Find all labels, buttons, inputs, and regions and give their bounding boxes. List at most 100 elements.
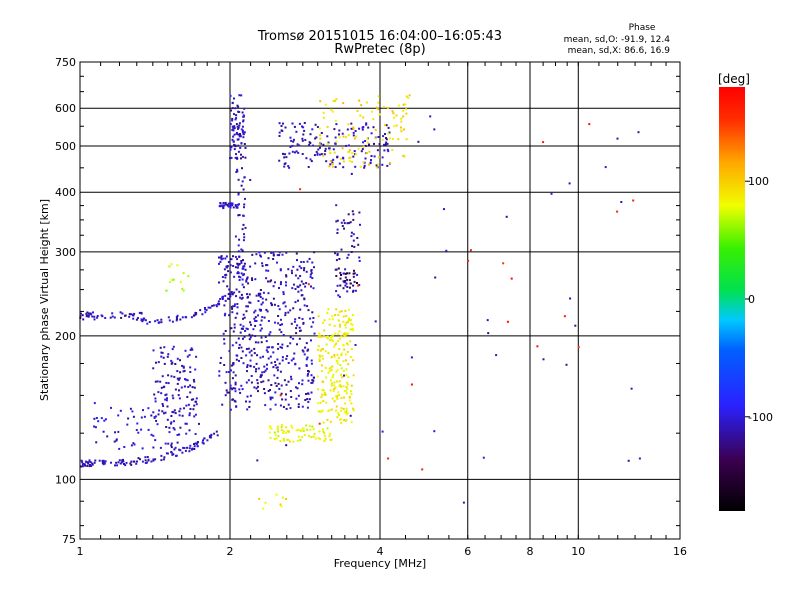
data-point: [243, 203, 246, 206]
data-point: [259, 289, 262, 291]
data-point: [345, 353, 347, 356]
data-point: [340, 409, 343, 412]
data-point: [183, 385, 186, 388]
data-point: [176, 434, 179, 436]
data-point: [342, 102, 345, 105]
data-point: [362, 141, 365, 144]
data-point: [565, 363, 568, 366]
data-point: [319, 153, 321, 156]
data-point: [186, 396, 189, 398]
data-point: [338, 337, 341, 340]
data-point: [83, 463, 86, 466]
data-point: [295, 386, 297, 389]
data-point: [349, 286, 351, 289]
data-point: [241, 327, 244, 330]
data-point: [259, 323, 262, 326]
data-point: [236, 131, 238, 134]
data-point: [378, 113, 381, 116]
data-point: [292, 140, 295, 143]
data-point: [233, 291, 236, 294]
data-point: [328, 370, 331, 372]
data-point: [253, 317, 256, 320]
data-point: [318, 143, 321, 146]
data-point: [337, 340, 339, 342]
data-point: [297, 394, 300, 397]
data-point: [291, 122, 294, 125]
data-point: [167, 316, 170, 319]
data-point: [187, 403, 190, 406]
data-point: [234, 156, 237, 159]
data-point: [159, 446, 162, 449]
data-point: [288, 166, 291, 169]
data-point: [182, 370, 185, 373]
data-point: [358, 260, 361, 262]
data-point: [182, 272, 185, 275]
data-point: [233, 323, 236, 326]
data-point: [249, 321, 252, 324]
data-point: [318, 354, 321, 357]
data-point: [352, 407, 355, 410]
data-point: [407, 96, 410, 99]
data-point: [237, 126, 240, 129]
data-point: [344, 390, 347, 393]
data-point: [352, 359, 355, 362]
data-point: [128, 313, 131, 316]
data-point: [231, 293, 234, 296]
data-point: [175, 454, 177, 457]
data-point: [178, 377, 181, 380]
data-point: [199, 309, 202, 312]
data-point: [353, 269, 355, 272]
colorbar-tick-label: -100: [748, 411, 773, 424]
data-point: [368, 143, 370, 146]
data-point: [281, 359, 284, 362]
data-point: [245, 348, 248, 350]
data-point: [257, 300, 260, 302]
data-point: [226, 391, 229, 394]
data-point: [389, 137, 391, 140]
data-point: [302, 350, 305, 353]
data-point: [130, 463, 133, 466]
data-point: [144, 462, 147, 464]
data-point: [147, 428, 150, 431]
data-point: [278, 135, 281, 137]
data-point: [218, 374, 221, 377]
data-point: [225, 371, 228, 374]
data-point: [345, 359, 347, 362]
data-point: [193, 404, 196, 407]
data-point: [235, 288, 238, 291]
data-point: [155, 361, 157, 364]
data-point: [176, 318, 178, 321]
data-point: [242, 136, 245, 139]
data-point: [354, 289, 357, 292]
data-point: [272, 258, 275, 260]
data-point: [329, 163, 332, 166]
data-point: [172, 278, 175, 281]
data-point: [333, 324, 336, 327]
data-point: [235, 358, 238, 361]
data-point: [182, 366, 185, 369]
data-point: [363, 164, 366, 167]
data-point: [110, 461, 112, 464]
data-point: [358, 256, 361, 259]
data-point: [241, 129, 244, 132]
data-point: [181, 414, 184, 417]
data-point: [263, 388, 266, 390]
data-point: [331, 315, 334, 318]
data-point: [188, 447, 191, 450]
data-point: [269, 355, 272, 358]
data-point: [246, 364, 249, 367]
data-point: [278, 387, 281, 390]
data-point: [246, 293, 248, 296]
data-point: [298, 367, 301, 370]
data-point: [189, 371, 192, 373]
data-point: [188, 354, 191, 357]
data-point: [347, 253, 350, 256]
data-point: [348, 149, 351, 152]
data-point: [377, 95, 380, 98]
data-point: [186, 355, 189, 358]
data-point: [542, 141, 545, 144]
data-point: [245, 327, 248, 330]
data-point: [280, 392, 283, 395]
data-point: [333, 381, 336, 384]
